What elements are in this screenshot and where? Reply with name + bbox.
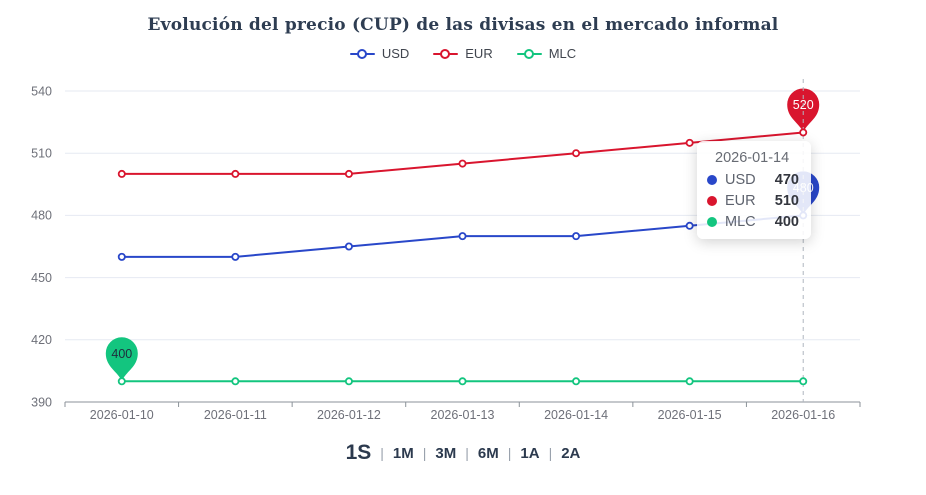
mlc-line-marker-icon (516, 48, 542, 59)
x-tick-label: 2026-01-12 (317, 408, 381, 422)
page-title: Evolución del precio (CUP) de las divisa… (147, 15, 779, 35)
series-points-eur (117, 128, 808, 178)
y-tick-label: 420 (31, 333, 52, 347)
gridlines (65, 90, 860, 403)
range-separator: | (548, 445, 553, 461)
x-tick-label: 2026-01-11 (204, 408, 267, 422)
x-tick-label: 2026-01-14 (544, 408, 608, 422)
y-tick-label: 390 (31, 395, 52, 409)
range-option-1m[interactable]: 1M (392, 444, 414, 462)
range-option-6m[interactable]: 6M (477, 444, 499, 462)
range-option-1s[interactable]: 1S (345, 441, 372, 464)
range-separator: | (507, 445, 512, 461)
pin-eur-520: 520 (787, 88, 820, 133)
pin-label: 400 (111, 347, 132, 361)
x-axis-ticks (64, 402, 861, 407)
series-points-usd (117, 211, 808, 261)
range-option-2a[interactable]: 2A (561, 444, 581, 462)
chart-area: 390 420 450 480 510 540 2026-01-10 2026-01-11 20… (0, 69, 926, 434)
y-tick-label: 510 (31, 147, 52, 161)
legend-item-usd[interactable]: USD (349, 46, 410, 61)
legend-item-mlc[interactable]: MLC (516, 46, 577, 61)
legend-label: MLC (548, 46, 577, 61)
chart-legend: USD EUR MLC (0, 46, 926, 61)
x-tick-label: 2026-01-15 (658, 408, 722, 422)
x-axis-labels: 2026-01-10 2026-01-11 2026-01-12 2026-01-13… (90, 408, 835, 422)
x-tick-label: 2026-01-10 (90, 408, 154, 422)
y-tick-label: 450 (31, 271, 52, 285)
legend-label: USD (381, 46, 410, 61)
legend-item-eur[interactable]: EUR (433, 46, 493, 61)
range-separator: | (422, 445, 427, 461)
series-points-mlc (117, 377, 808, 386)
range-separator: | (380, 445, 384, 461)
range-separator: | (465, 445, 469, 461)
pin-mlc-400: 400 (105, 337, 138, 382)
usd-line-marker-icon (349, 48, 375, 59)
y-tick-label: 480 (31, 209, 52, 223)
y-axis-labels: 390 420 450 480 510 540 (31, 84, 52, 409)
time-range-selector: 1S | 1M | 3M | 6M | 1A | 2A (0, 441, 926, 465)
range-option-1a[interactable]: 1A (520, 444, 540, 462)
eur-line-marker-icon (433, 48, 459, 59)
legend-label: EUR (465, 46, 493, 61)
y-tick-label: 540 (31, 84, 52, 98)
x-tick-label: 2026-01-16 (771, 408, 835, 422)
x-tick-label: 2026-01-13 (431, 408, 495, 422)
range-option-3m[interactable]: 3M (435, 444, 457, 462)
